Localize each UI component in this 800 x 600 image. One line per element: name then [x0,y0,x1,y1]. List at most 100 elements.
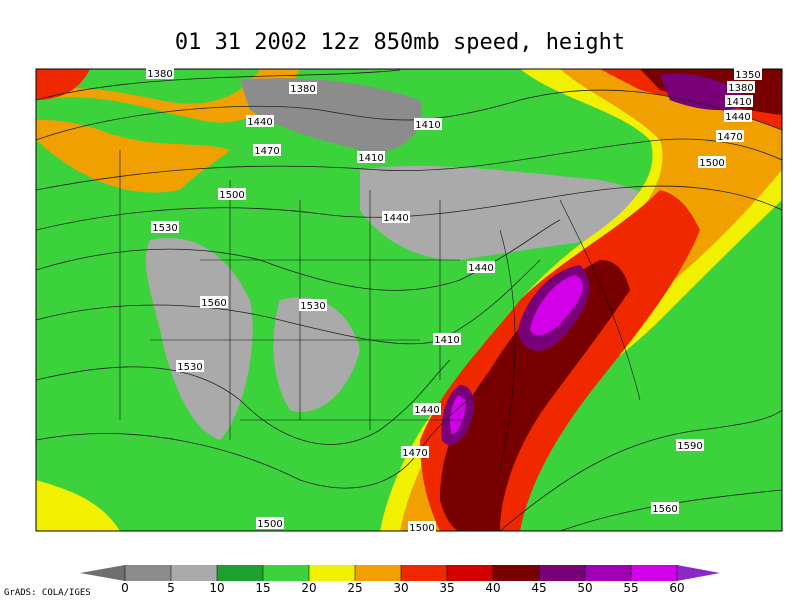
contour-label-box [414,118,442,130]
colorbar-segment [493,565,539,581]
contour-label: 1440 [725,112,750,123]
height-contour [36,359,451,445]
height-contour [36,185,782,231]
contour-label-box [724,110,752,122]
contour-label: 1470 [402,448,427,459]
contour-label-box [716,130,744,142]
map-field [36,69,782,531]
contour-labels: 1380 1380 1440 1410 1470 1410 1500 1440 1530 1440… [146,67,762,534]
colorbar-segment [309,565,355,581]
colorbar-label: 15 [255,581,270,595]
contour-label: 1440 [468,263,493,274]
contour-label: 1590 [677,441,702,452]
speed-region [360,165,667,261]
contour-label: 1380 [728,83,753,94]
contour-label-box [357,151,385,163]
colorbar-label: 45 [531,581,546,595]
colorbar-label: 10 [209,581,224,595]
contour-label-box [256,517,284,529]
speed-region [36,120,230,193]
height-contour [36,69,401,101]
contour-label: 1410 [358,153,383,164]
colorbar-label: 25 [347,581,362,595]
colorbar-label: 30 [393,581,408,595]
contour-label: 1380 [290,84,315,95]
title: 01 31 2002 12z 850mb speed, height [175,30,625,55]
contour-label-box [734,68,762,80]
contour-label-box [253,144,281,156]
height-contour [499,409,782,531]
contour-label-box [151,221,179,233]
speed-region [240,78,422,152]
contour-label: 1500 [219,190,244,201]
height-contour [36,219,561,291]
colorbar-label: 5 [167,581,175,595]
credit: GrADS: COLA/IGES [4,588,91,598]
speed-region [440,69,782,531]
contour-label: 1560 [201,298,226,309]
height-contour [36,259,541,345]
colorbar-label: 40 [485,581,500,595]
contour-label-box [382,211,410,223]
contour-label: 1410 [415,120,440,131]
speed-region [441,73,750,445]
contour-label-box [651,502,679,514]
colorbar-segment [585,565,631,581]
colorbar-arrow [677,565,720,581]
contour-label: 1500 [257,519,282,530]
contour-label: 1470 [717,132,742,143]
colorbar-label: 0 [121,581,129,595]
contour-label: 1380 [147,69,172,80]
contour-label: 1530 [300,301,325,312]
height-contour [36,379,491,489]
contour-label-box [413,403,441,415]
contour-label-box [698,156,726,168]
speed-region [273,297,360,412]
colorbar-segment [263,565,309,581]
contour-label: 1500 [409,523,434,534]
contour-label-box [408,521,436,533]
speed-region [36,480,120,531]
contour-label: 1350 [735,70,760,81]
contour-label-box [467,261,495,273]
colorbar-segment [125,565,171,581]
contour-label: 1410 [726,97,751,108]
contour-label: 1500 [699,158,724,169]
contour-label-box [299,299,327,311]
contour-label: 1560 [652,504,677,515]
colorbar-segment [217,565,263,581]
contour-label: 1530 [152,223,177,234]
speed-region [36,69,260,104]
contour-label-box [246,115,274,127]
colorbar-segment [539,565,585,581]
colorbar-label: 50 [577,581,592,595]
colorbar-label: 35 [439,581,454,595]
contour-label: 1440 [383,213,408,224]
contour-label: 1440 [414,405,439,416]
contour-label-box [727,81,755,93]
contour-label: 1470 [254,146,279,157]
contour-label: 1440 [247,117,272,128]
contour-label-box [200,296,228,308]
contour-label: 1410 [434,335,459,346]
colorbar-segment [401,565,447,581]
colorbar-segment [355,565,401,581]
colorbar-segment [171,565,217,581]
contour-label-box [676,439,704,451]
speed-region [145,238,253,440]
contour-label-box [218,188,246,200]
height-contour [36,138,782,191]
colorbar-label: 60 [669,581,684,595]
height-contour [36,89,782,141]
speed-region [36,69,90,100]
contour-label-box [146,67,174,79]
colorbar-segment [447,565,493,581]
contour-label-box [176,360,204,372]
colorbar: 0 5 10 15 20 25 30 35 40 45 50 55 60 [80,565,720,595]
colorbar-label: 20 [301,581,316,595]
contour-label: 1530 [177,362,202,373]
contour-label-box [289,82,317,94]
colorbar-segment [631,565,677,581]
speed-region [450,275,583,435]
